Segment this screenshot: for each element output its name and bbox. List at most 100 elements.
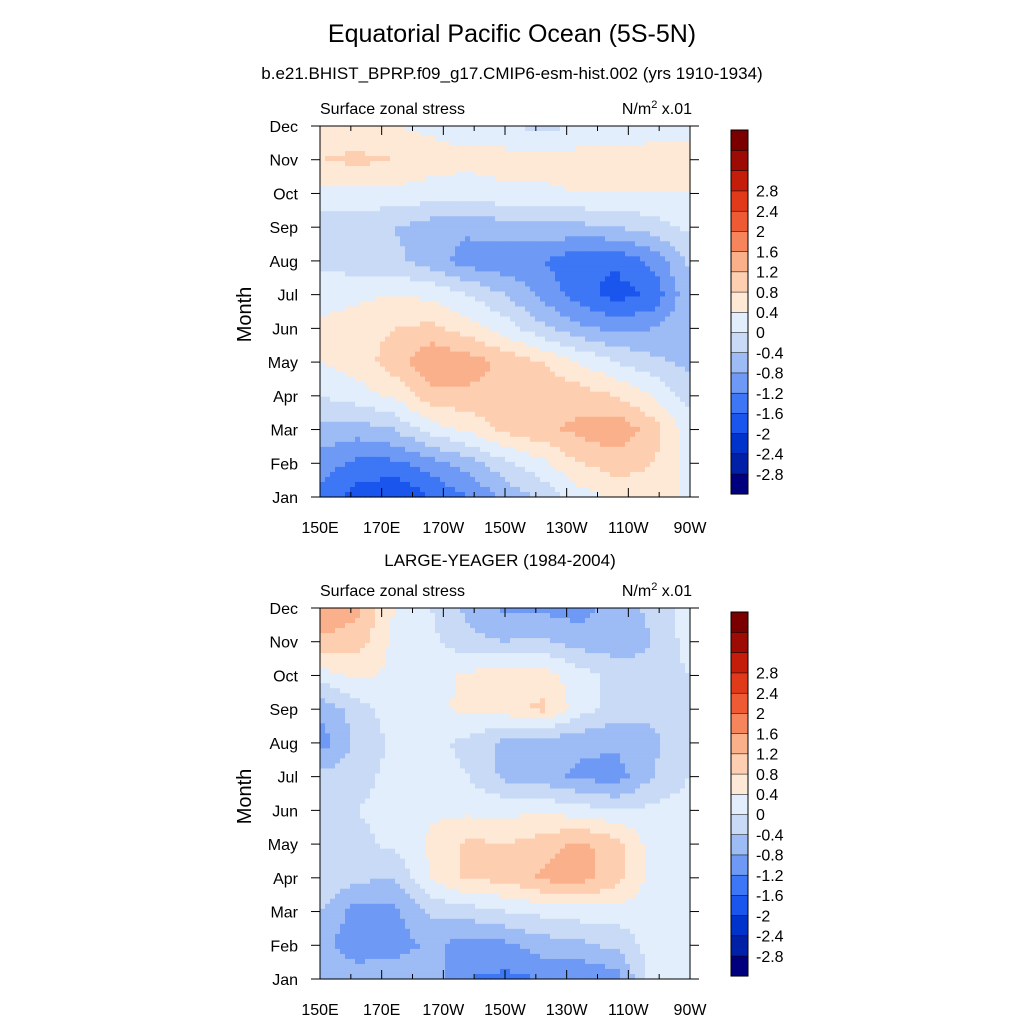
field-cell [640,191,646,197]
field-cell [545,351,551,358]
field-cell [620,431,626,438]
field-cell [445,366,451,373]
field-cell [465,126,471,132]
field-cell [385,281,391,288]
field-cell [660,331,666,338]
field-cell [355,436,361,443]
field-cell [485,286,491,293]
field-cell [515,271,521,277]
field-cell [525,331,531,338]
field-cell [535,226,541,232]
field-cell [470,221,476,227]
field-cell [395,221,401,227]
field-cell [565,226,571,232]
field-cell [380,221,386,227]
field-cell [435,281,441,288]
field-cell [390,171,396,177]
field-cell [565,156,571,162]
field-cell [345,411,351,418]
field-cell [680,331,686,338]
field-cell [365,416,371,423]
field-cell [340,161,346,167]
field-cell [525,316,531,323]
field-cell [465,216,471,222]
field-cell [595,451,601,458]
field-cell [425,221,431,227]
field-cell [360,231,366,237]
field-cell [360,131,366,137]
field-cell [670,256,676,262]
field-cell [620,241,626,247]
field-cell [505,216,511,222]
field-cell [570,336,576,343]
field-cell [430,411,436,418]
field-cell [460,181,466,187]
field-cell [395,166,401,172]
field-cell [485,441,491,448]
field-cell [430,416,436,423]
field-cell [405,436,411,443]
field-cell [465,436,471,443]
field-cell [600,376,606,383]
field-cell [445,401,451,408]
field-cell [680,206,686,212]
field-cell [555,451,561,458]
field-cell [675,331,681,338]
field-cell [345,261,351,267]
field-cell [530,426,536,433]
field-cell [320,406,326,413]
field-cell [375,151,381,157]
field-cell [575,276,581,283]
field-cell [515,286,521,293]
field-cell [680,286,686,293]
field-cell [570,406,576,413]
field-cell [490,356,496,363]
field-cell [595,226,601,232]
field-cell [535,416,541,423]
field-cell [325,391,331,398]
field-cell [590,421,596,428]
field-cell [330,436,336,443]
field-cell [460,351,466,358]
field-cell [395,186,401,192]
field-cell [370,386,376,393]
field-cell [325,326,331,333]
field-cell [545,416,551,423]
field-cell [685,241,691,247]
field-cell [465,351,471,358]
field-cell [655,341,661,348]
field-cell [525,241,531,247]
field-cell [435,381,441,388]
field-cell [610,261,616,267]
field-cell [395,416,401,423]
field-cell [540,171,546,177]
field-cell [445,176,451,182]
field-cell [440,126,446,132]
field-cell [580,391,586,398]
field-cell [650,301,656,308]
field-cell [610,446,616,453]
field-cell [430,446,436,453]
field-cell [600,271,606,277]
field-cell [525,406,531,413]
field-cell [395,311,401,318]
field-cell [435,161,441,167]
field-cell [585,361,591,368]
field-cell [615,271,621,277]
field-cell [340,281,346,288]
field-cell [605,361,611,368]
field-cell [615,351,621,358]
field-cell [470,256,476,262]
field-cell [680,131,686,137]
field-cell [480,446,486,453]
field-cell [560,396,566,403]
field-cell [455,171,461,177]
field-cell [620,396,626,403]
field-cell [510,416,516,423]
field-cell [485,186,491,192]
field-cell [535,361,541,368]
field-cell [625,131,631,137]
field-cell [355,281,361,288]
field-cell [345,391,351,398]
field-cell [550,421,556,428]
